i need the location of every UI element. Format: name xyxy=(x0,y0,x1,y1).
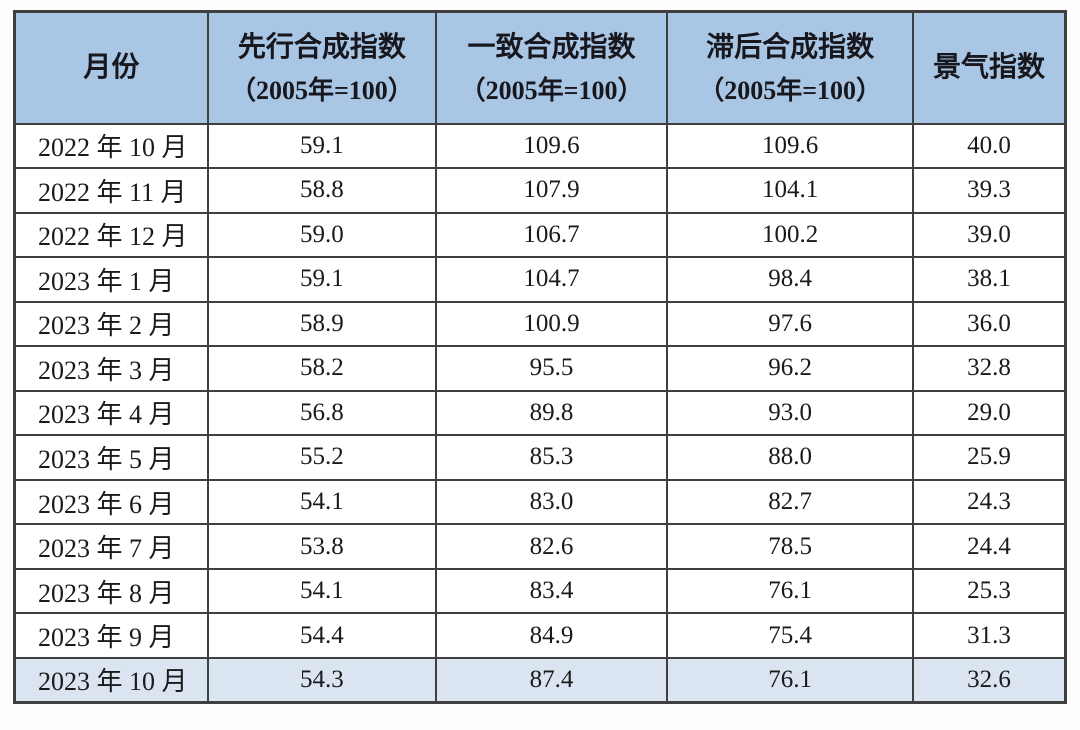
header-leading-subtitle: （2005年=100） xyxy=(229,75,414,105)
prosperity-index-cell: 39.3 xyxy=(912,167,1067,214)
header-month: 月份 xyxy=(13,10,209,125)
table-body: 2022 年 10 月 59.1 109.6 109.6 40.0 2022 年… xyxy=(13,122,1067,704)
prosperity-index-cell: 32.6 xyxy=(912,656,1067,704)
month-cell: 2023 年 10 月 xyxy=(13,656,209,704)
coincident-index-cell: 84.9 xyxy=(434,612,669,659)
lagging-index-cell: 76.1 xyxy=(666,567,915,615)
prosperity-index-cell: 39.0 xyxy=(912,211,1067,259)
table-row: 2023 年 1 月 59.1 104.7 98.4 38.1 xyxy=(13,256,1067,303)
month-cell: 2023 年 1 月 xyxy=(13,256,209,303)
table-row: 2022 年 10 月 59.1 109.6 109.6 40.0 xyxy=(13,122,1067,170)
header-prosperity-label: 景气指数 xyxy=(933,52,1046,84)
coincident-index-cell: 95.5 xyxy=(434,345,669,392)
lagging-index-cell: 97.6 xyxy=(666,300,915,348)
header-leading-index: 先行合成指数 （2005年=100） xyxy=(206,10,437,125)
month-cell: 2023 年 5 月 xyxy=(13,434,209,481)
leading-index-cell: 54.4 xyxy=(206,612,437,659)
table-row: 2023 年 6 月 54.1 83.0 82.7 24.3 xyxy=(13,478,1067,526)
lagging-index-cell: 104.1 xyxy=(666,167,915,214)
header-coincident-label: 一致合成指数 xyxy=(467,31,636,63)
leading-index-cell: 54.1 xyxy=(206,567,437,615)
coincident-index-cell: 107.9 xyxy=(434,167,669,214)
table-row: 2023 年 3 月 58.2 95.5 96.2 32.8 xyxy=(13,345,1067,392)
table-row: 2023 年 2 月 58.9 100.9 97.6 36.0 xyxy=(13,300,1067,348)
leading-index-cell: 55.2 xyxy=(206,434,437,481)
prosperity-index-cell: 32.8 xyxy=(912,345,1067,392)
lagging-index-cell: 109.6 xyxy=(666,122,915,170)
month-cell: 2022 年 12 月 xyxy=(13,211,209,259)
coincident-index-cell: 83.4 xyxy=(434,567,669,615)
lagging-index-cell: 75.4 xyxy=(666,612,915,659)
table-row: 2023 年 7 月 53.8 82.6 78.5 24.4 xyxy=(13,523,1067,570)
leading-index-cell: 59.1 xyxy=(206,122,437,170)
prosperity-index-cell: 38.1 xyxy=(912,256,1067,303)
month-cell: 2022 年 10 月 xyxy=(13,122,209,170)
month-cell: 2022 年 11 月 xyxy=(13,167,209,214)
header-lagging-subtitle: （2005年=100） xyxy=(698,75,883,105)
lagging-index-cell: 82.7 xyxy=(666,478,915,526)
leading-index-cell: 54.1 xyxy=(206,478,437,526)
prosperity-index-cell: 31.3 xyxy=(912,612,1067,659)
leading-index-cell: 54.3 xyxy=(206,656,437,704)
prosperity-index-cell: 24.4 xyxy=(912,523,1067,570)
table-row: 2023 年 10 月 54.3 87.4 76.1 32.6 xyxy=(13,656,1067,704)
coincident-index-cell: 87.4 xyxy=(434,656,669,704)
leading-index-cell: 58.9 xyxy=(206,300,437,348)
header-prosperity-index: 景气指数 xyxy=(912,10,1067,125)
table-row: 2022 年 12 月 59.0 106.7 100.2 39.0 xyxy=(13,211,1067,259)
header-coincident-subtitle: （2005年=100） xyxy=(459,75,644,105)
table-row: 2022 年 11 月 58.8 107.9 104.1 39.3 xyxy=(13,167,1067,214)
month-cell: 2023 年 6 月 xyxy=(13,478,209,526)
leading-index-cell: 59.1 xyxy=(206,256,437,303)
coincident-index-cell: 104.7 xyxy=(434,256,669,303)
coincident-index-cell: 100.9 xyxy=(434,300,669,348)
lagging-index-cell: 88.0 xyxy=(666,434,915,481)
table-row: 2023 年 9 月 54.4 84.9 75.4 31.3 xyxy=(13,612,1067,659)
header-month-label: 月份 xyxy=(83,52,140,84)
table-row: 2023 年 8 月 54.1 83.4 76.1 25.3 xyxy=(13,567,1067,615)
coincident-index-cell: 82.6 xyxy=(434,523,669,570)
lagging-index-cell: 76.1 xyxy=(666,656,915,704)
month-cell: 2023 年 8 月 xyxy=(13,567,209,615)
prosperity-index-cell: 36.0 xyxy=(912,300,1067,348)
table-row: 2023 年 4 月 56.8 89.8 93.0 29.0 xyxy=(13,389,1067,437)
header-lagging-label: 滞后合成指数 xyxy=(706,31,875,63)
prosperity-index-cell: 29.0 xyxy=(912,389,1067,437)
leading-index-cell: 53.8 xyxy=(206,523,437,570)
leading-index-cell: 59.0 xyxy=(206,211,437,259)
table-row: 2023 年 5 月 55.2 85.3 88.0 25.9 xyxy=(13,434,1067,481)
leading-index-cell: 58.2 xyxy=(206,345,437,392)
header-coincident-index: 一致合成指数 （2005年=100） xyxy=(434,10,669,125)
coincident-index-cell: 106.7 xyxy=(434,211,669,259)
lagging-index-cell: 93.0 xyxy=(666,389,915,437)
month-cell: 2023 年 9 月 xyxy=(13,612,209,659)
month-cell: 2023 年 2 月 xyxy=(13,300,209,348)
prosperity-index-cell: 24.3 xyxy=(912,478,1067,526)
prosperity-index-cell: 25.3 xyxy=(912,567,1067,615)
month-cell: 2023 年 7 月 xyxy=(13,523,209,570)
header-lagging-index: 滞后合成指数 （2005年=100） xyxy=(666,10,915,125)
month-cell: 2023 年 3 月 xyxy=(13,345,209,392)
coincident-index-cell: 83.0 xyxy=(434,478,669,526)
lagging-index-cell: 98.4 xyxy=(666,256,915,303)
leading-index-cell: 56.8 xyxy=(206,389,437,437)
table-header-row: 月份 先行合成指数 （2005年=100） 一致合成指数 （2005年=100）… xyxy=(13,10,1067,125)
prosperity-index-cell: 25.9 xyxy=(912,434,1067,481)
economic-index-table: 月份 先行合成指数 （2005年=100） 一致合成指数 （2005年=100）… xyxy=(13,10,1067,704)
coincident-index-cell: 85.3 xyxy=(434,434,669,481)
coincident-index-cell: 89.8 xyxy=(434,389,669,437)
month-cell: 2023 年 4 月 xyxy=(13,389,209,437)
lagging-index-cell: 78.5 xyxy=(666,523,915,570)
prosperity-index-cell: 40.0 xyxy=(912,122,1067,170)
header-leading-label: 先行合成指数 xyxy=(237,31,406,63)
coincident-index-cell: 109.6 xyxy=(434,122,669,170)
leading-index-cell: 58.8 xyxy=(206,167,437,214)
lagging-index-cell: 100.2 xyxy=(666,211,915,259)
lagging-index-cell: 96.2 xyxy=(666,345,915,392)
